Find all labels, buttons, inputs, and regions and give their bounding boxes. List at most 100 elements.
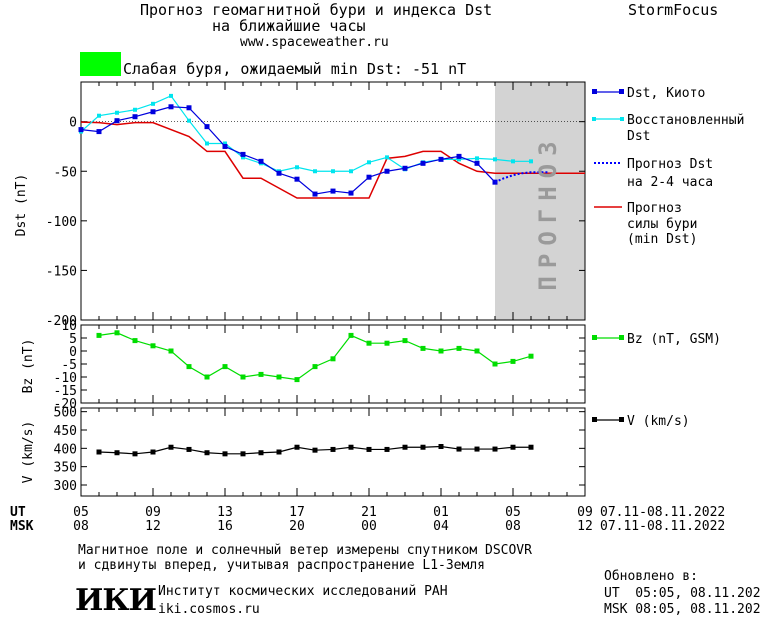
restored-dst-point bbox=[493, 157, 497, 162]
legend-storm-1: Прогноз bbox=[627, 201, 682, 216]
dst-kyoto-point bbox=[366, 174, 372, 180]
bz-point bbox=[456, 345, 462, 351]
msk-label: MSK bbox=[10, 519, 34, 534]
dst-kyoto-point bbox=[96, 129, 102, 135]
ut-tick-label: 05 bbox=[505, 505, 521, 520]
ut-date-range: 07.11-08.11.2022 bbox=[600, 505, 725, 520]
bz-point bbox=[240, 374, 246, 380]
msk-tick-label: 20 bbox=[289, 519, 305, 534]
bz-point bbox=[114, 330, 120, 336]
y-tick-label: 400 bbox=[54, 442, 77, 457]
legend-bz: Bz (nT, GSM) bbox=[627, 332, 721, 347]
dst-kyoto-point bbox=[222, 143, 228, 149]
dst-kyoto-point bbox=[204, 124, 210, 130]
v-point bbox=[420, 444, 426, 450]
legend-storm-2: силы бури bbox=[627, 217, 697, 232]
v-point bbox=[150, 449, 156, 455]
restored-dst-point bbox=[115, 110, 119, 115]
msk-tick-label: 08 bbox=[505, 519, 521, 534]
restored-dst-point bbox=[241, 155, 245, 160]
ut-tick-label: 09 bbox=[145, 505, 161, 520]
y-tick-label: -20 bbox=[54, 397, 77, 412]
y-tick-label: 10 bbox=[61, 319, 77, 334]
dst-kyoto-point bbox=[150, 109, 156, 115]
y-tick-label: -15 bbox=[54, 384, 77, 399]
v-point bbox=[258, 450, 264, 456]
legend-v: V (km/s) bbox=[627, 414, 690, 429]
v-point bbox=[366, 446, 372, 452]
bz-point bbox=[438, 348, 444, 354]
v-point bbox=[384, 446, 390, 452]
v-point bbox=[474, 446, 480, 452]
v-point bbox=[510, 444, 516, 450]
bz-axis-label: Bz (nT) bbox=[21, 339, 36, 394]
bz-point bbox=[96, 332, 102, 338]
legend-dst-marker bbox=[619, 89, 624, 94]
msk-date-range: 07.11-08.11.2022 bbox=[600, 519, 725, 534]
dst-kyoto-point bbox=[474, 160, 480, 166]
bz-point bbox=[276, 374, 282, 380]
ut-tick-label: 17 bbox=[289, 505, 305, 520]
storm-forecast-line bbox=[81, 121, 585, 199]
restored-dst-point bbox=[511, 159, 515, 164]
dst-kyoto-point bbox=[330, 188, 336, 194]
legend-bz-marker bbox=[592, 335, 597, 340]
v-point bbox=[114, 450, 120, 456]
restored-dst-point bbox=[133, 107, 137, 112]
ut-tick-label: 13 bbox=[217, 505, 233, 520]
v-point bbox=[438, 444, 444, 449]
dst-kyoto-point bbox=[240, 151, 246, 157]
forecast-region-label: ПРОГНОЗ bbox=[534, 133, 562, 290]
restored-dst-point bbox=[97, 113, 101, 118]
v-point bbox=[96, 449, 102, 455]
y-tick-label: 500 bbox=[54, 406, 77, 421]
restored-dst-line bbox=[80, 95, 531, 172]
bz-point bbox=[294, 377, 300, 383]
dst-kyoto-point bbox=[438, 156, 444, 162]
legend-forecast-1: Прогноз Dst bbox=[627, 157, 713, 172]
dst-forecast-line bbox=[494, 171, 549, 184]
y-tick-label: -5 bbox=[61, 358, 77, 373]
legend-bz-marker bbox=[619, 335, 624, 340]
bz-point bbox=[366, 340, 372, 346]
institute-name: Институт космических исследований РАН bbox=[158, 584, 448, 599]
bz-point bbox=[132, 338, 138, 344]
legend-storm-3: (min Dst) bbox=[627, 232, 697, 247]
y-tick-label: 0 bbox=[69, 345, 77, 360]
legend-v-marker bbox=[619, 417, 624, 422]
y-tick-label: 350 bbox=[54, 461, 77, 476]
footer-note-line2: и сдвинуты вперед, учитывая распростране… bbox=[78, 558, 485, 573]
bz-point bbox=[312, 364, 318, 370]
legend-restored-2: Dst bbox=[627, 129, 650, 144]
v-point bbox=[348, 444, 354, 450]
bz-point bbox=[258, 371, 264, 377]
bz-point bbox=[186, 364, 192, 370]
ut-tick-label: 01 bbox=[433, 505, 449, 520]
legend-dst-kyoto: Dst, Киото bbox=[627, 86, 705, 101]
footer-note-line1: Магнитное поле и солнечный ветер измерен… bbox=[78, 543, 532, 558]
dst-kyoto-point bbox=[294, 176, 300, 182]
legend-forecast-2: на 2-4 часа bbox=[627, 175, 713, 190]
institute-site[interactable]: iki.cosmos.ru bbox=[158, 602, 260, 617]
ut-label: UT bbox=[10, 505, 26, 520]
y-tick-label: -200 bbox=[46, 314, 77, 329]
v-axis-label: V (km/s) bbox=[21, 421, 36, 484]
bz-point bbox=[348, 332, 354, 338]
bz-point bbox=[150, 343, 156, 349]
bz-point bbox=[492, 361, 498, 367]
plot-frame-1 bbox=[80, 324, 586, 404]
storm-status-text: Слабая буря, ожидаемый min Dst: -51 nT bbox=[123, 60, 467, 78]
bz-point bbox=[528, 353, 534, 359]
dst-kyoto-point bbox=[420, 160, 426, 166]
ut-tick-label: 09 bbox=[577, 505, 593, 520]
restored-dst-point bbox=[331, 169, 335, 174]
restored-dst-point bbox=[151, 101, 155, 106]
plot-frame-2 bbox=[80, 407, 586, 497]
dst-kyoto-point bbox=[186, 105, 192, 111]
v-point bbox=[132, 451, 138, 457]
y-tick-label: 0 bbox=[69, 116, 77, 131]
ut-tick-label: 05 bbox=[73, 505, 89, 520]
y-tick-label: -100 bbox=[46, 215, 77, 230]
y-tick-label: -150 bbox=[46, 264, 77, 279]
chart-title-line2: на ближайшие часы bbox=[212, 17, 366, 35]
